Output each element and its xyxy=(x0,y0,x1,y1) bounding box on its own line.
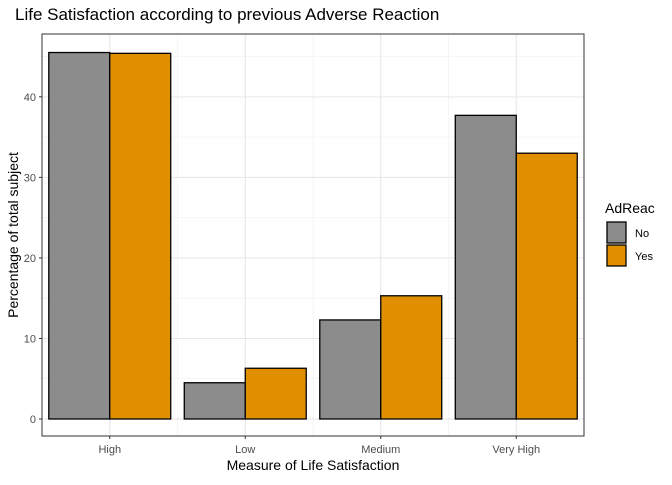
bar-no-high xyxy=(48,51,111,420)
bars xyxy=(48,51,578,420)
y-axis-label: Percentage of total subject xyxy=(5,152,21,318)
x-tick-label: Very High xyxy=(492,444,540,456)
y-tick-label: 30 xyxy=(24,172,36,184)
y-tick-label: 20 xyxy=(24,253,36,265)
y-tick-label: 10 xyxy=(24,333,36,345)
y-axis: 0 10 20 30 40 xyxy=(24,92,42,426)
legend-key-yes xyxy=(606,244,627,267)
x-tick-label: Low xyxy=(235,444,255,456)
x-tick-label: Medium xyxy=(361,444,400,456)
plot-panel xyxy=(41,33,585,437)
legend: AdReac No Yes xyxy=(605,200,655,267)
bar-yes-high xyxy=(109,52,172,420)
x-axis-label: Measure of Life Satisfaction xyxy=(227,457,400,473)
y-tick-label: 40 xyxy=(24,92,36,104)
x-axis: High Low Medium Very High xyxy=(98,436,540,456)
legend-label-yes: Yes xyxy=(635,251,653,263)
legend-key-no xyxy=(606,221,627,244)
bar-yes-medium xyxy=(380,295,443,420)
bar-yes-very-high xyxy=(515,152,578,420)
bar-no-low xyxy=(183,382,246,420)
panel-border xyxy=(41,33,585,437)
x-tick-label: High xyxy=(98,444,121,456)
y-tick-label: 0 xyxy=(30,414,36,426)
legend-label-no: No xyxy=(635,228,649,240)
bar-yes-low xyxy=(244,367,307,420)
legend-items: No Yes xyxy=(606,221,653,267)
bar-no-medium xyxy=(319,319,382,420)
bar-no-very-high xyxy=(454,114,517,420)
legend-title: AdReac xyxy=(605,200,655,216)
chart-title: Life Satisfaction according to previous … xyxy=(15,5,439,24)
